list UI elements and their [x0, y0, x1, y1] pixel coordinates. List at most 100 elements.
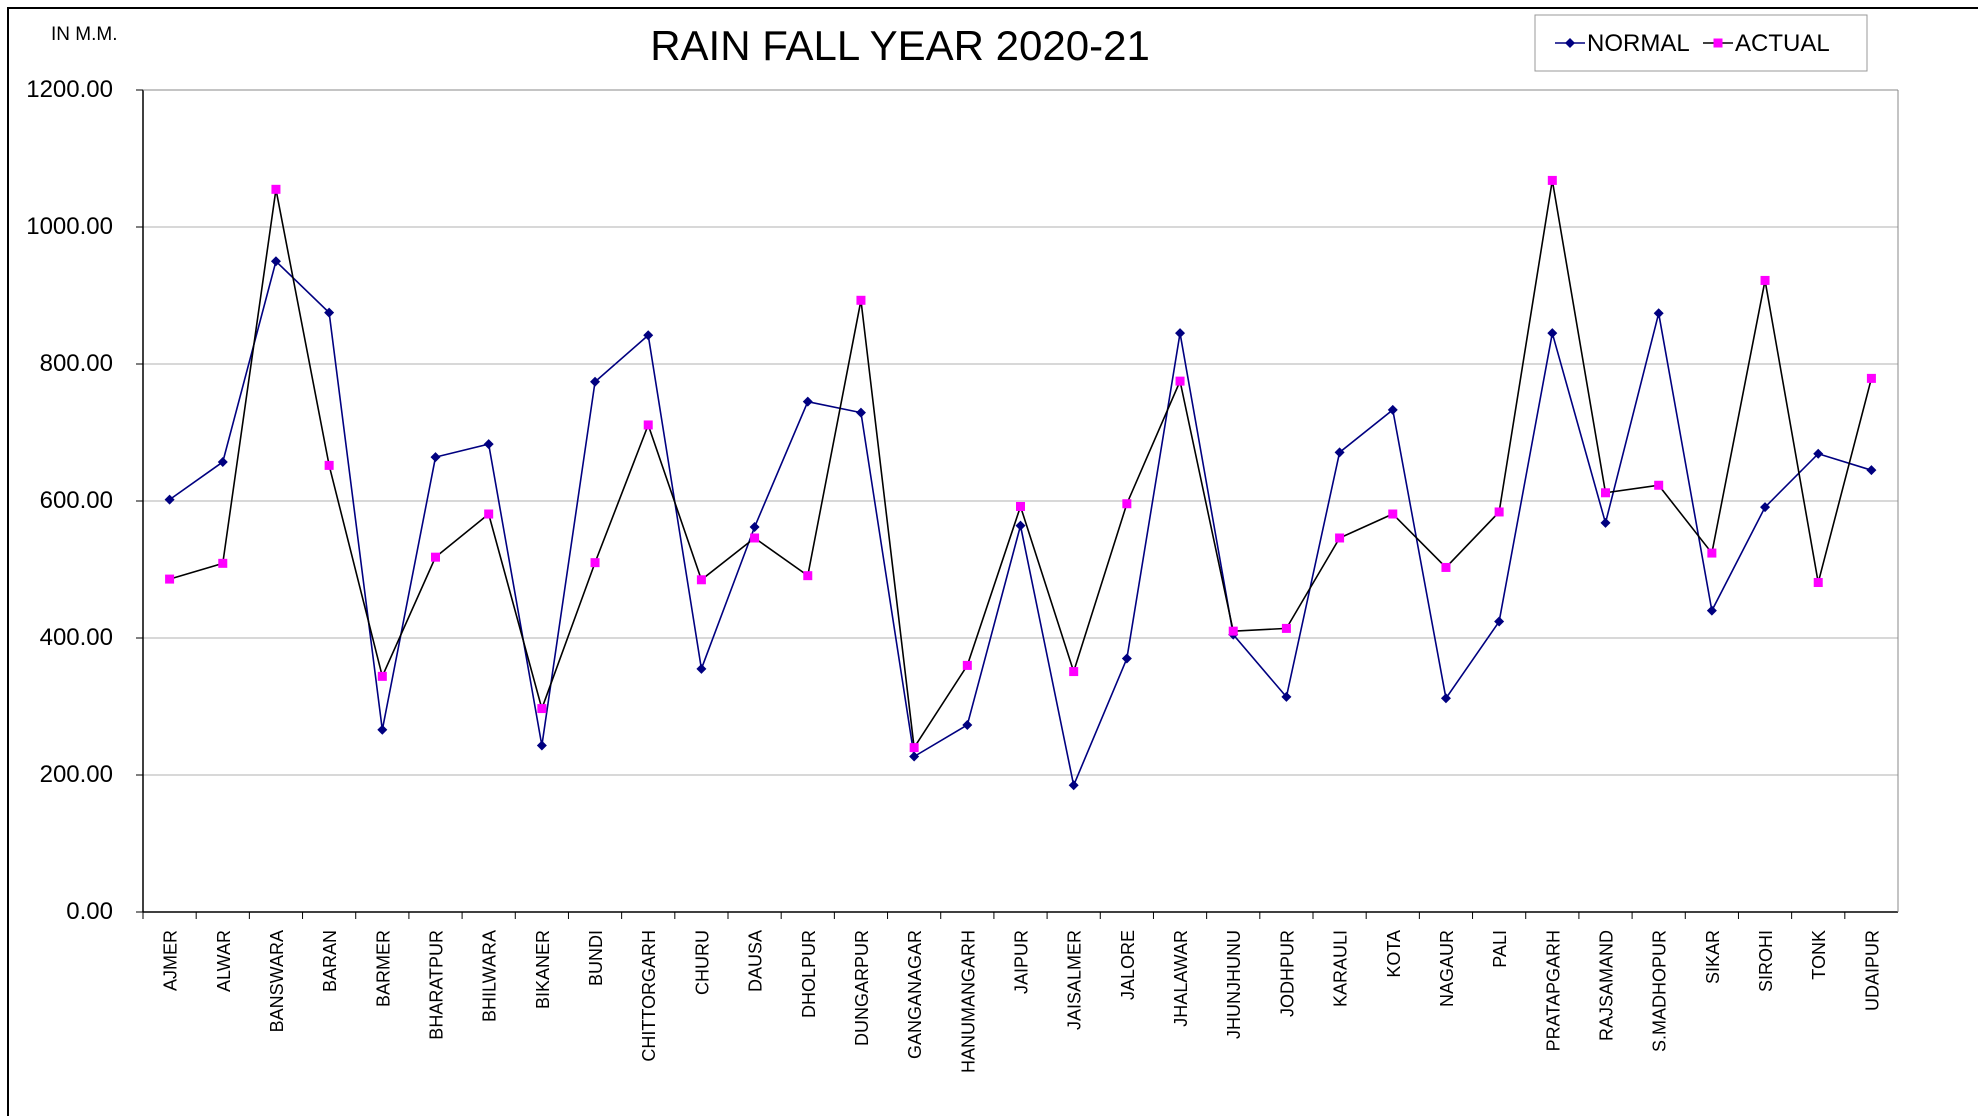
x-tick-label: JAIPUR: [1012, 930, 1032, 994]
marker: [1175, 328, 1186, 339]
marker: [1813, 448, 1824, 459]
x-tick-label: CHITTORGARH: [639, 930, 659, 1062]
marker: [536, 740, 547, 751]
marker: [1440, 693, 1451, 704]
marker: [1866, 465, 1877, 476]
marker: [430, 452, 441, 463]
marker: [750, 533, 760, 543]
marker: [1654, 480, 1664, 490]
y-tick-label: 600.00: [40, 487, 113, 514]
marker: [483, 439, 494, 450]
x-tick-label: PRATAPGARH: [1543, 930, 1563, 1051]
frame: [7, 7, 1978, 1116]
x-tick-label: ALWAR: [214, 930, 234, 992]
legend-box: [1534, 14, 1868, 72]
marker: [909, 743, 919, 753]
y-tick-label: 1200.00: [26, 76, 113, 103]
marker: [1866, 373, 1876, 383]
marker: [1016, 501, 1025, 511]
x-tick-label: S.MADHOPUR: [1650, 930, 1670, 1052]
marker: [1494, 616, 1505, 627]
marker: [1441, 562, 1451, 572]
y-tick-label: 0.00: [66, 898, 113, 925]
marker: [1068, 780, 1079, 791]
marker: [1121, 653, 1132, 664]
x-tick-label: TONK: [1809, 930, 1829, 980]
x-tick-label: GANGANAGAR: [905, 930, 925, 1059]
x-tick-label: HANUMANGARH: [958, 930, 978, 1073]
marker: [962, 719, 973, 730]
x-tick-label: SIKAR: [1703, 930, 1723, 984]
x-tick-label: AJMER: [161, 930, 181, 991]
marker: [1069, 667, 1079, 677]
y-tick-label: 800.00: [40, 350, 113, 377]
marker: [1601, 488, 1610, 498]
marker: [218, 558, 228, 568]
x-tick-label: BARMER: [373, 930, 393, 1007]
marker: [270, 256, 281, 267]
x-tick-label: JODHPUR: [1277, 930, 1297, 1017]
marker: [749, 522, 760, 533]
marker: [165, 574, 175, 584]
marker: [324, 460, 334, 470]
x-tick-label: JALORE: [1118, 930, 1138, 1000]
marker: [484, 509, 494, 519]
marker: [855, 407, 866, 418]
x-tick-label: UDAIPUR: [1862, 930, 1882, 1011]
x-tick-label: KOTA: [1384, 930, 1404, 978]
x-tick-label: PALI: [1490, 930, 1510, 968]
marker: [1334, 447, 1345, 458]
x-tick-label: KARAULI: [1331, 930, 1351, 1007]
marker: [909, 751, 920, 762]
x-tick-label: BANSWARA: [267, 930, 287, 1032]
marker: [1335, 533, 1345, 543]
x-tick-label: BIKANER: [533, 930, 553, 1009]
y-tick-label: 1000.00: [26, 213, 113, 240]
marker: [377, 724, 388, 735]
x-tick-label: CHURU: [692, 930, 712, 995]
marker: [1387, 404, 1398, 415]
marker: [1760, 275, 1770, 285]
y-axis-label: IN M.M.: [51, 24, 118, 45]
marker: [1813, 578, 1823, 588]
x-tick-label: DHOLPUR: [799, 930, 819, 1018]
marker: [962, 660, 972, 670]
marker: [1547, 175, 1557, 185]
marker: [1175, 376, 1185, 386]
y-tick-label: 200.00: [40, 761, 113, 788]
x-tick-label: BHARATPUR: [427, 930, 447, 1040]
x-tick-label: RAJSAMAND: [1597, 930, 1617, 1041]
x-tick-label: DAUSA: [746, 930, 766, 992]
marker: [590, 376, 601, 387]
marker: [1388, 509, 1398, 519]
legend-marker: [1713, 38, 1723, 48]
marker: [431, 552, 440, 562]
x-tick-label: BARAN: [320, 930, 340, 992]
x-tick-label: BUNDI: [586, 930, 606, 986]
x-tick-label: DUNGARPUR: [852, 930, 872, 1046]
marker: [696, 663, 707, 674]
marker: [1122, 499, 1132, 509]
x-tick-label: JAISALMER: [1065, 930, 1085, 1030]
x-tick-label: NAGAUR: [1437, 930, 1457, 1007]
marker: [802, 396, 813, 407]
marker: [1228, 626, 1238, 636]
x-tick-label: JHUNJHUNU: [1224, 930, 1244, 1039]
x-tick-label: BHILWARA: [480, 930, 500, 1022]
marker: [1600, 517, 1611, 528]
marker: [1494, 507, 1504, 517]
legend-label: NORMAL: [1587, 30, 1690, 57]
marker: [1706, 605, 1717, 616]
marker: [271, 184, 281, 194]
x-tick-label: JHALAWAR: [1171, 930, 1191, 1027]
marker: [643, 420, 653, 430]
chart-title: RAIN FALL YEAR 2020-21: [650, 22, 1150, 69]
marker: [803, 571, 813, 581]
x-tick-label: SIROHI: [1756, 930, 1776, 992]
marker: [377, 671, 387, 681]
marker: [1547, 328, 1558, 339]
marker: [1707, 548, 1717, 558]
marker: [537, 704, 547, 714]
